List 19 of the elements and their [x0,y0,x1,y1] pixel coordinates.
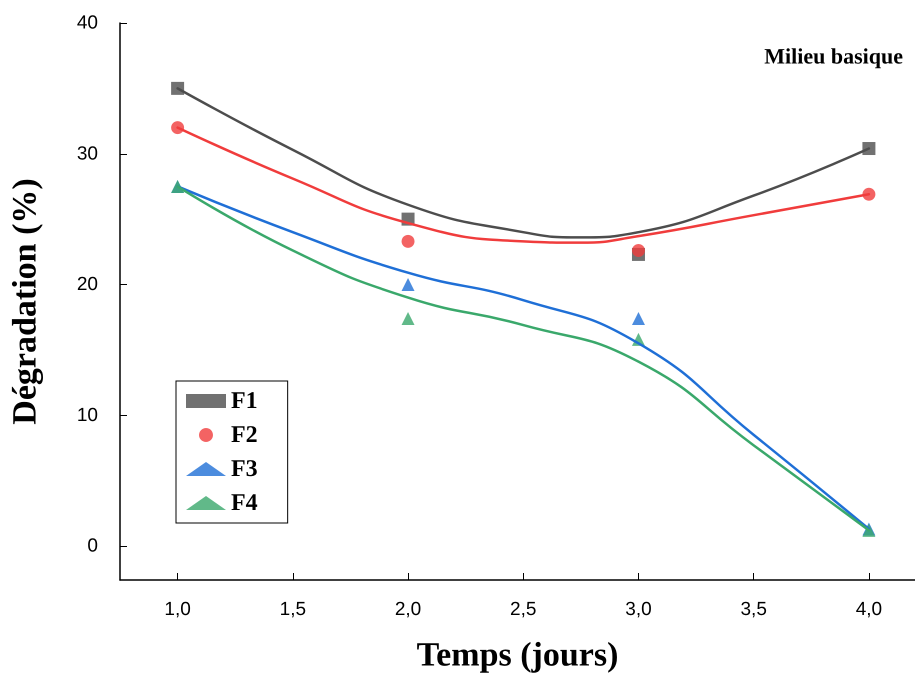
y-tick-label: 40 [76,12,98,34]
x-tick-label: 1,5 [280,599,306,620]
y-tick-label: 10 [76,404,98,426]
annotation: Milieu basique [764,44,904,68]
x-tick-label: 3,5 [740,599,767,620]
x-tick-label: 2,0 [394,599,422,620]
x-tick-label: 1,0 [164,599,191,620]
y-tick-label: 30 [76,143,98,164]
x-tick-label: 3,0 [625,599,652,620]
legend-label: F1 [231,388,258,414]
x-tick-label: 4,0 [856,599,882,620]
legend-label: F4 [231,490,258,516]
y-tick-label: 0 [87,536,98,557]
x-tick-label: 2,5 [510,599,536,620]
legend-label: F2 [231,422,258,448]
x-axis-title: Temps (jours) [416,636,618,674]
legend-label: F3 [231,456,258,482]
y-axis-title: Dégradation (%) [6,178,44,425]
y-tick-label: 20 [76,274,98,295]
